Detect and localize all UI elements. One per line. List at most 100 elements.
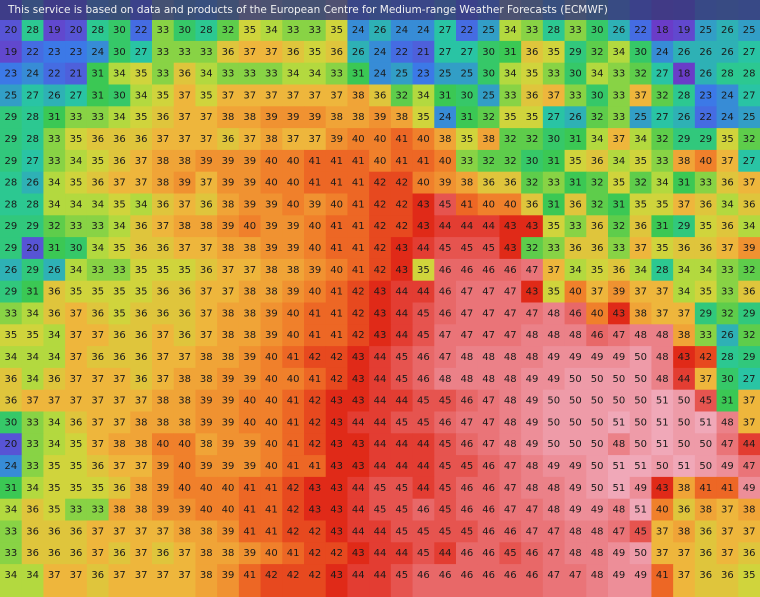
cell-value: 24	[374, 69, 387, 80]
cell-value: 39	[200, 461, 213, 472]
cell	[608, 433, 631, 456]
cell-value: 47	[526, 505, 539, 516]
cell	[716, 84, 739, 107]
cell	[716, 193, 739, 216]
cell	[21, 280, 44, 303]
cell	[694, 324, 718, 347]
cell	[673, 520, 696, 543]
cell	[390, 346, 414, 369]
cell	[217, 62, 240, 85]
cell-value: 44	[374, 526, 387, 537]
cell	[152, 346, 175, 369]
cell-value: 43	[678, 352, 691, 363]
cell-value: 42	[330, 548, 343, 559]
cell	[456, 302, 479, 325]
cell-value: 47	[482, 308, 495, 319]
cell	[499, 280, 522, 303]
cell	[477, 106, 500, 129]
cell-value: 26	[569, 112, 582, 123]
cell-value: 38	[200, 526, 213, 537]
cell-value: 38	[222, 199, 235, 210]
cell-value: 34	[26, 570, 39, 581]
cell	[477, 258, 500, 282]
cell	[43, 433, 66, 456]
cell-value: 36	[222, 47, 235, 58]
cell-value: 34	[634, 134, 647, 145]
cell-value: 33	[91, 112, 104, 123]
cell	[260, 258, 283, 282]
cell-value: 39	[243, 178, 256, 189]
cell	[65, 346, 88, 369]
cell-value: 48	[569, 330, 582, 341]
cell	[629, 280, 652, 303]
cell-value: 34	[569, 265, 582, 276]
cell	[347, 193, 370, 216]
cell-value: 41	[352, 265, 365, 276]
cell-value: 41	[330, 287, 343, 298]
cell-value: 47	[482, 396, 495, 407]
cell	[738, 389, 760, 412]
cell-value: 39	[243, 548, 256, 559]
cell-value: 31	[504, 47, 517, 58]
cell-value: 47	[743, 461, 756, 472]
cell-value: 38	[178, 417, 191, 428]
cell	[173, 346, 196, 369]
cell	[0, 455, 23, 478]
cell-value: 33	[70, 505, 83, 516]
cell-value: 32	[222, 25, 235, 36]
cell-value: 30	[113, 25, 126, 36]
cell-value: 42	[287, 526, 300, 537]
cell-value: 39	[265, 308, 278, 319]
cell	[694, 193, 718, 216]
cell	[238, 280, 262, 303]
cell	[499, 237, 522, 260]
cell-value: 24	[721, 112, 734, 123]
cell-value: 47	[526, 526, 539, 537]
cell-value: 33	[265, 69, 278, 80]
cell-value: 33	[48, 134, 61, 145]
cell	[0, 280, 23, 303]
cell	[673, 476, 696, 500]
cell-value: 32	[656, 90, 669, 101]
cell	[260, 237, 283, 260]
cell	[564, 128, 587, 151]
cell-value: 38	[352, 90, 365, 101]
cell-value: 36	[743, 199, 756, 210]
cell-value: 24	[91, 47, 104, 58]
cell-value: 33	[612, 69, 625, 80]
cell-value: 35	[70, 461, 83, 472]
cell	[586, 455, 609, 478]
cell-value: 39	[308, 199, 321, 210]
cell	[434, 215, 457, 238]
cell	[542, 128, 566, 151]
cell	[86, 149, 110, 173]
cell	[86, 84, 110, 107]
cell	[564, 40, 587, 64]
cell	[434, 346, 457, 369]
cell	[304, 62, 327, 85]
cell	[130, 40, 153, 64]
cell	[586, 280, 609, 303]
cell-value: 37	[178, 548, 191, 559]
cell-value: 37	[135, 526, 148, 537]
cell	[347, 324, 370, 347]
cell	[21, 367, 44, 391]
cell-value: 39	[243, 156, 256, 167]
cell-value: 28	[26, 134, 39, 145]
cell	[347, 84, 370, 107]
cell-value: 37	[113, 526, 126, 537]
cell	[130, 520, 153, 543]
cell	[608, 324, 631, 347]
cell-value: 43	[330, 396, 343, 407]
cell	[499, 149, 522, 173]
cell-value: 37	[200, 287, 213, 298]
cell	[43, 149, 66, 173]
cell	[716, 215, 739, 238]
cell	[152, 302, 175, 325]
cell-value: 38	[243, 243, 256, 254]
cell	[586, 215, 609, 238]
cell	[304, 411, 327, 434]
cell-value: 40	[178, 483, 191, 494]
cell	[651, 389, 674, 412]
cell-value: 37	[113, 417, 126, 428]
